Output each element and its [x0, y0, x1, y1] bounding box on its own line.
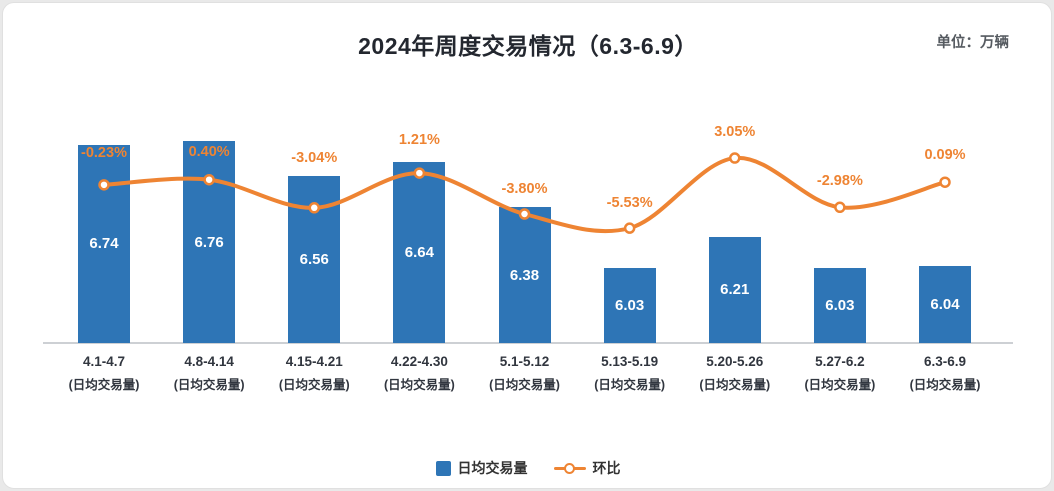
category-range: 5.13-5.19 — [601, 354, 659, 369]
bar-4.8-4.14: 6.76 — [183, 141, 236, 343]
category-range: 4.15-4.21 — [285, 354, 343, 369]
category-label-5.13-5.19: 5.13-5.19 (日均交易量) — [577, 354, 683, 393]
category-label-4.1-4.7: 4.1-4.7 (日均交易量) — [51, 354, 157, 393]
bar-value-label: 6.21 — [720, 281, 750, 299]
legend-item-bar[interactable]: 日均交易量 — [435, 458, 528, 478]
bar-value-label: 6.03 — [615, 297, 645, 315]
pct-label-6.3-6.9: 0.09% — [924, 147, 966, 164]
category-sublabel: (日均交易量) — [173, 378, 245, 392]
bar-4.15-4.21: 6.56 — [288, 175, 341, 343]
category-label-5.27-6.2: 5.27-6.2 (日均交易量) — [787, 354, 893, 393]
legend-item-line[interactable]: 环比 — [553, 458, 621, 478]
category-sublabel: (日均交易量) — [699, 378, 771, 392]
category-label-6.3-6.9: 6.3-6.9 (日均交易量) — [892, 354, 998, 393]
category-range: 5.20-5.26 — [706, 354, 764, 369]
category-range: 6.3-6.9 — [923, 354, 967, 369]
line-marker-icon — [939, 176, 951, 188]
x-axis-line — [43, 342, 1013, 344]
bar-5.1-5.12: 6.38 — [498, 207, 551, 343]
bar-value-label: 6.38 — [509, 266, 540, 284]
category-sublabel: (日均交易量) — [68, 378, 140, 392]
category-sublabel: (日均交易量) — [383, 378, 455, 392]
chart-title: 2024年周度交易情况（6.3-6.9） — [358, 33, 698, 59]
bar-5.20-5.26: 6.21 — [708, 236, 761, 343]
category-range: 5.1-5.12 — [499, 354, 550, 369]
pct-label-4.15-4.21: -3.04% — [291, 149, 338, 166]
category-sublabel: (日均交易量) — [594, 378, 666, 392]
pct-label-4.22-4.30: 1.21% — [398, 132, 440, 149]
line-marker-icon — [729, 152, 741, 164]
bar-value-label: 6.03 — [825, 297, 855, 315]
category-label-4.8-4.14: 4.8-4.14 (日均交易量) — [156, 354, 262, 393]
pct-label-5.13-5.19: -5.53% — [606, 195, 653, 212]
bar-value-label: 6.64 — [404, 244, 434, 261]
bar-4.1-4.7: 6.74 — [78, 144, 130, 343]
bar-5.13-5.19: 6.03 — [603, 268, 656, 343]
bar-4.22-4.30: 6.64 — [393, 162, 446, 343]
category-range: 4.22-4.30 — [390, 354, 448, 369]
category-label-4.15-4.21: 4.15-4.21 (日均交易量) — [261, 354, 367, 393]
pct-label-5.27-6.2: -2.98% — [816, 173, 863, 190]
line-legend-marker-icon — [553, 461, 586, 475]
category-label-4.22-4.30: 4.22-4.30 (日均交易量) — [366, 354, 472, 393]
pct-label-5.1-5.12: -3.80% — [501, 181, 548, 197]
bar-6.3-6.9: 6.04 — [919, 266, 971, 343]
line-legend-label: 环比 — [592, 460, 621, 476]
category-sublabel: (日均交易量) — [804, 378, 876, 392]
unit-label: 单位：万辆 — [936, 35, 1010, 51]
pct-label-4.1-4.7: -0.23% — [81, 144, 127, 161]
pct-label-5.20-5.26: 3.05% — [714, 124, 756, 141]
bar-5.27-6.2: 6.03 — [813, 268, 866, 343]
category-sublabel: (日均交易量) — [909, 378, 981, 392]
bar-value-label: 6.76 — [194, 233, 224, 251]
pct-label-4.8-4.14: 0.40% — [188, 143, 230, 160]
category-range: 4.1-4.7 — [82, 354, 126, 369]
category-label-5.20-5.26: 5.20-5.26 (日均交易量) — [682, 354, 788, 393]
line-marker-icon — [834, 201, 846, 214]
line-marker-icon — [623, 222, 636, 234]
legend: 日均交易量 环比 — [3, 458, 1051, 478]
category-range: 5.27-6.2 — [815, 354, 865, 369]
bar-value-label: 6.04 — [930, 296, 960, 314]
bar-value-label: 6.74 — [89, 235, 119, 253]
category-label-5.1-5.12: 5.1-5.12 (日均交易量) — [472, 354, 578, 393]
bar-value-label: 6.56 — [299, 250, 329, 268]
bar-legend-label: 日均交易量 — [457, 460, 528, 476]
bar-legend-swatch-icon — [435, 460, 451, 476]
category-range: 4.8-4.14 — [184, 354, 234, 369]
category-sublabel: (日均交易量) — [489, 378, 560, 392]
category-sublabel: (日均交易量) — [278, 378, 350, 392]
